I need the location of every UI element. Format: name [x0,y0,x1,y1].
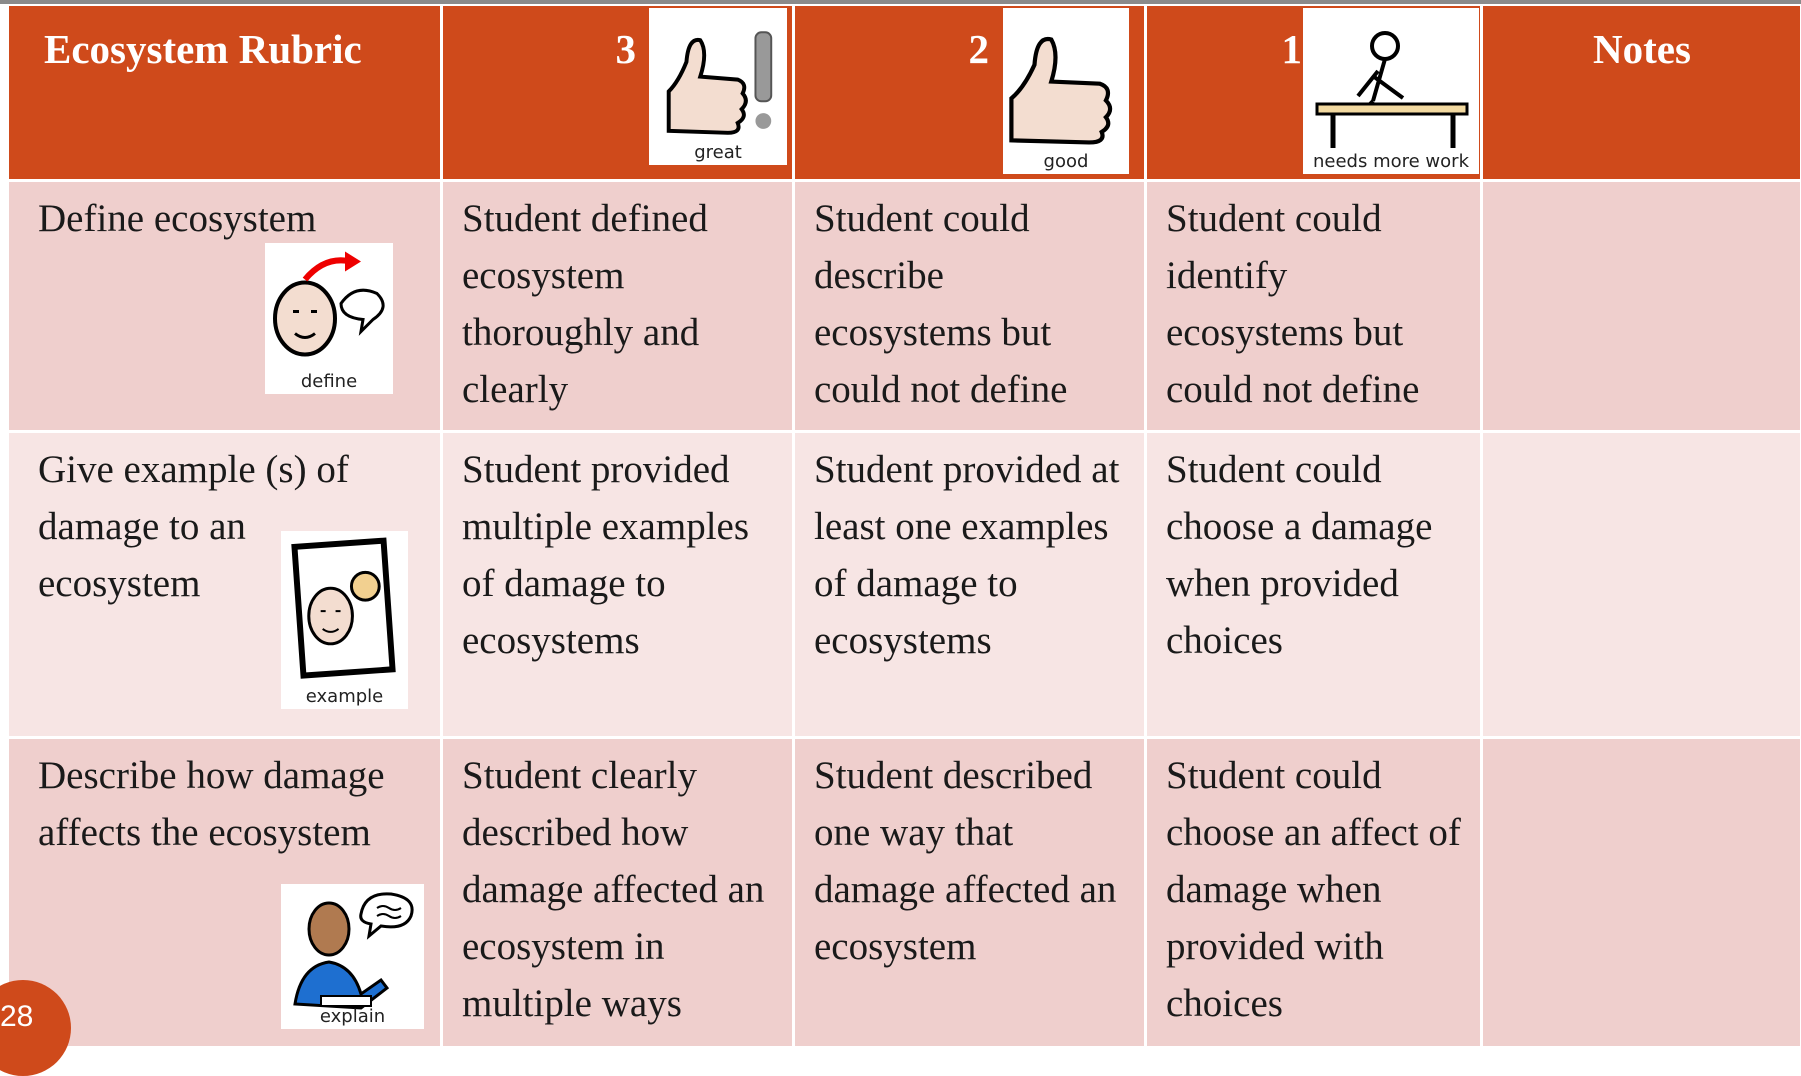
top-rule [0,0,1801,4]
notes-cell [1483,739,1800,1046]
header-label: 2 [968,26,990,72]
icon-great: great [649,8,787,165]
page-number: 28 [0,1000,34,1033]
header-label: 1 [1281,26,1303,72]
rubric-cell: Student described one way that damage af… [795,739,1144,1046]
rubric-cell: Student could describe ecosystems but co… [795,182,1144,430]
criterion-text: Give example (s) of damage to an ecosyst… [38,448,349,605]
rubric-cell: Student could choose a damage when provi… [1147,433,1480,736]
rubric-cell: Student could identify ecosystems but co… [1147,182,1480,430]
header-cell: Notes [1483,6,1800,179]
header-label: Notes [1593,26,1691,72]
header-cell: Ecosystem Rubric [9,6,440,179]
icon-label: needs more work [1313,151,1469,172]
icon-label: great [694,142,742,163]
icon-label: explain [319,1006,386,1027]
icon-label: example [305,686,384,707]
icon-label: good [1043,151,1089,172]
icon-needs-more-work: needs more work [1303,8,1479,174]
header-label: 3 [615,26,637,72]
icon-define: define [265,243,393,394]
criterion-text: Describe how damage affects the ecosyste… [38,754,385,854]
criterion-text: Define ecosystem [38,197,317,240]
header-label: Ecosystem Rubric [44,26,362,72]
notes-cell [1483,433,1800,736]
icon-label: define [300,371,358,392]
icon-example: example [281,531,408,709]
rubric-cell: Student provided multiple examples of da… [443,433,792,736]
icon-good: good [1003,8,1129,174]
rubric-cell: Student could choose an affect of damage… [1147,739,1480,1046]
icon-explain: explain [281,884,424,1029]
rubric-cell: Student defined ecosystem thoroughly and… [443,182,792,430]
rubric-cell: Student provided at least one examples o… [795,433,1144,736]
rubric-cell: Student clearly described how damage aff… [443,739,792,1046]
notes-cell [1483,182,1800,430]
